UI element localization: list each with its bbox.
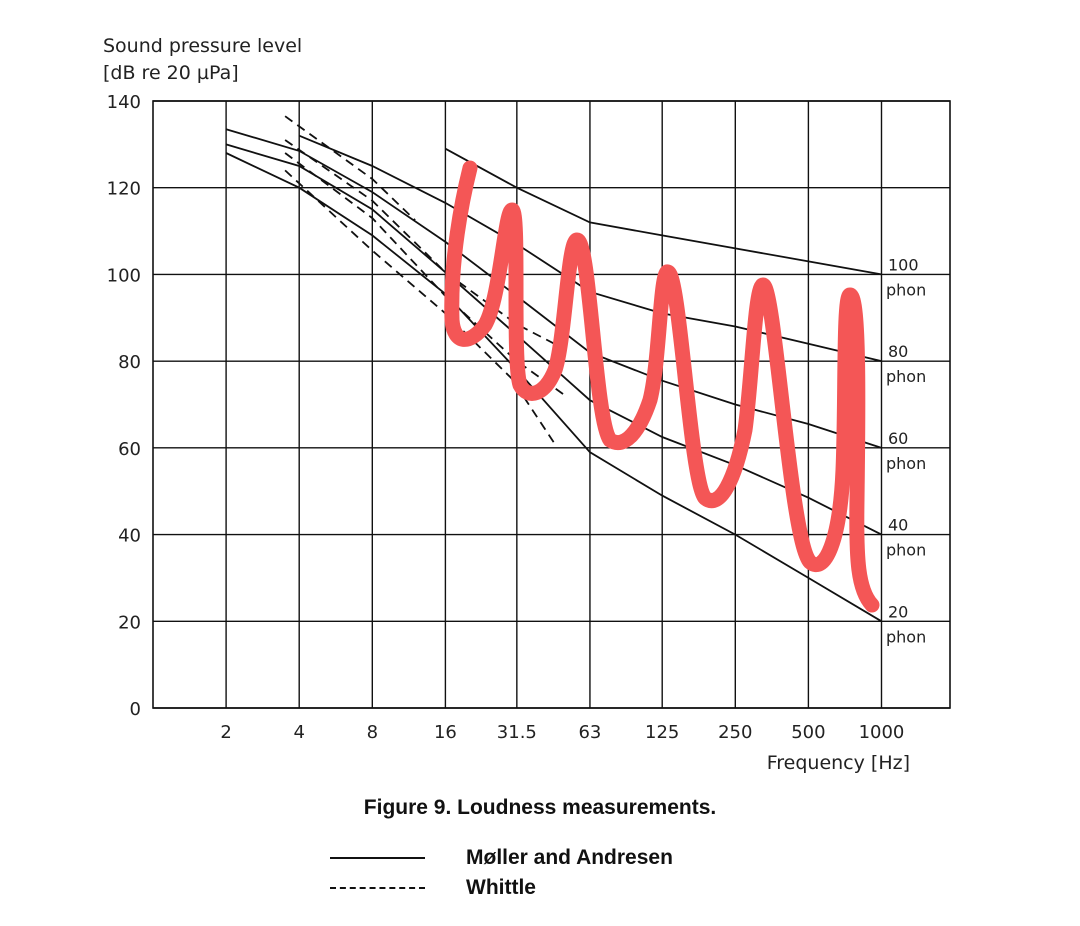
phon-unit-label: phon [886,454,926,473]
moller-curve-20-phon [225,152,882,623]
loudness-chart: Sound pressure level [dB re 20 µPa] Freq… [103,35,951,774]
x-tick-label: 31.5 [497,722,537,743]
x-tick-label: 500 [791,722,825,743]
red-scribble-annotation [444,160,880,613]
legend-label: Møller and Andresen [466,846,673,869]
y-tick-label: 0 [130,699,141,720]
moller-curve-100-phon [444,147,882,276]
x-tick-label: 1000 [859,722,905,743]
x-tick-label: 4 [293,722,304,743]
y-tick-label: 120 [107,179,141,200]
phon-level-label: 80 [888,342,908,361]
phon-unit-label: phon [886,367,926,386]
phon-level-label: 40 [888,516,908,535]
legend-label: Whittle [466,876,536,899]
x-tick-label: 2 [220,722,231,743]
y-axis-label-line1: Sound pressure level [103,35,302,57]
x-tick-label: 16 [434,722,457,743]
x-tick-label: 8 [367,722,378,743]
labels: Sound pressure level [dB re 20 µPa] Freq… [103,35,926,774]
y-tick-label: 100 [107,265,141,286]
whittle-curve [284,115,416,221]
legend-entry-moller: Møller and Andresen [330,843,673,873]
phon-unit-label: phon [886,541,926,560]
legend-entry-whittle: Whittle [330,873,536,903]
phon-level-label: 60 [888,429,908,448]
phon-level-label: 100 [888,255,919,274]
y-tick-label: 20 [118,612,141,633]
phon-unit-label: phon [886,627,926,646]
moller-curve-60-phon [225,128,882,449]
x-tick-label: 125 [645,722,679,743]
y-tick-label: 40 [118,526,141,547]
plot-frame [152,100,951,709]
legend-dashed-line [330,887,425,889]
phon-unit-label: phon [886,280,926,299]
y-tick-label: 140 [107,92,141,113]
figure-caption: Figure 9. Loudness measurements. [363,796,717,819]
legend-solid-line [330,857,425,859]
y-tick-label: 80 [118,352,141,373]
x-tick-label: 250 [718,722,752,743]
x-axis-label: Frequency [Hz] [767,752,910,774]
y-axis-label-line2: [dB re 20 µPa] [103,62,239,84]
x-tick-label: 63 [578,722,601,743]
phon-level-label: 20 [888,602,908,621]
grid [152,100,951,709]
y-tick-label: 60 [118,439,141,460]
